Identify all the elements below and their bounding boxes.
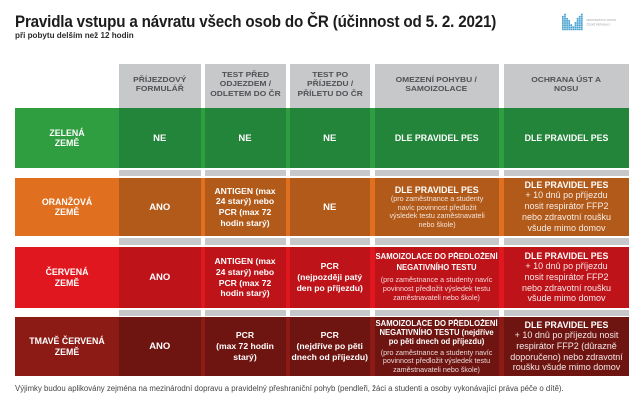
svg-text:MINISTERSTVO VNITRA: MINISTERSTVO VNITRA (587, 18, 617, 22)
svg-text:ČESKÉ REPUBLIKY: ČESKÉ REPUBLIKY (587, 22, 611, 27)
